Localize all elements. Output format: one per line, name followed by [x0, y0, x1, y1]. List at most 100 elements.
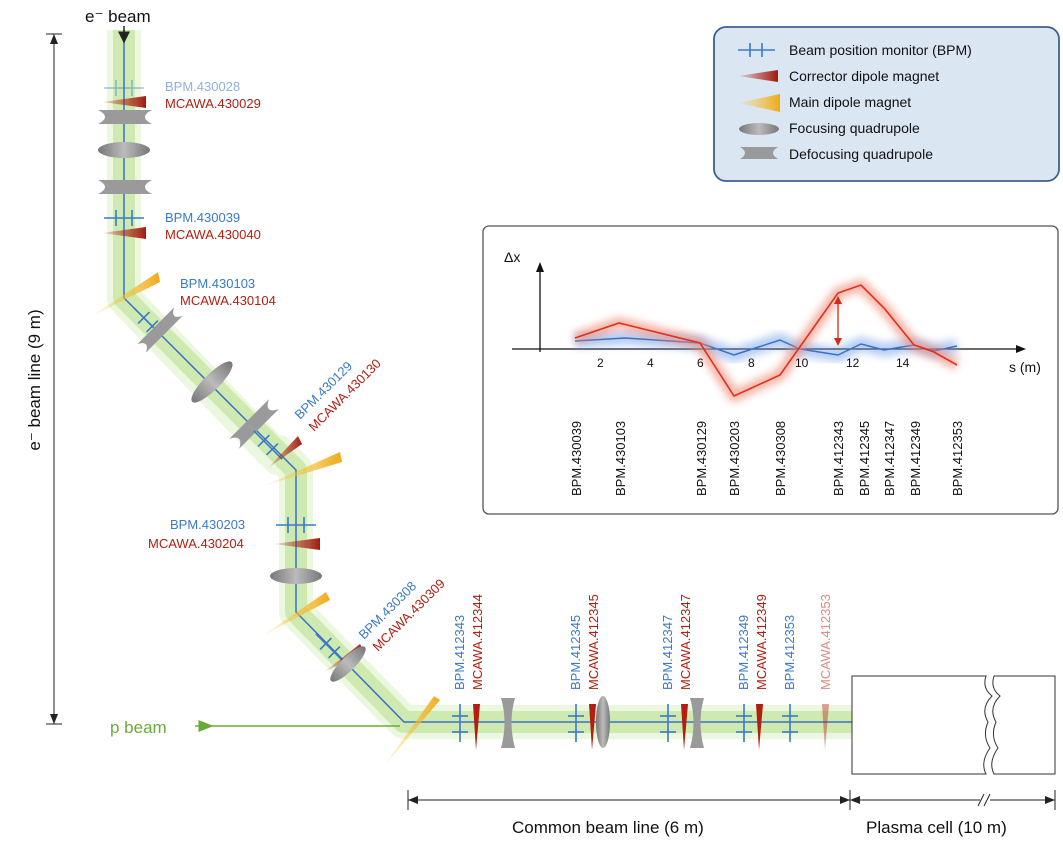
- bpm-marker: [452, 704, 468, 742]
- focusing-quad: [330, 646, 366, 682]
- corrector-magnet: [102, 96, 146, 108]
- corrector-icon: [738, 70, 778, 82]
- focusing-quad-icon: [739, 123, 779, 135]
- bpm-marker: [276, 517, 316, 533]
- inset-bpm-label: BPM.412347: [882, 421, 897, 496]
- inset-bpm-label: BPM.430103: [613, 421, 628, 496]
- corrector-magnet: [102, 227, 146, 239]
- mcawa-430204-label: MCAWA.430204: [148, 536, 244, 551]
- inset-bpm-label: BPM.412353: [950, 421, 965, 496]
- electron-beam: e⁻ beam: [85, 7, 151, 44]
- main-dipole-magnet: [384, 696, 440, 766]
- main-dipole-magnet: [264, 452, 342, 486]
- tick-12: 12: [846, 356, 860, 370]
- tick-8: 8: [748, 356, 755, 370]
- plasma-cell-label: Plasma cell (10 m): [866, 818, 1007, 837]
- bpm-marker: [104, 80, 144, 96]
- corrector-magnet: [756, 704, 763, 750]
- e-beam-line-dimension: e⁻ beam line (9 m): [25, 33, 62, 725]
- bpm-marker: [315, 633, 345, 663]
- bpm-430039-label: BPM.430039: [165, 210, 240, 225]
- tick-10: 10: [795, 356, 809, 370]
- corrector-magnet: [268, 436, 302, 468]
- corrector-magnet: [274, 538, 320, 550]
- defocusing-quad: [229, 399, 279, 449]
- vertical-section: BPM.430028 MCAWA.430029 BPM.430039 MCAWA…: [98, 79, 261, 242]
- mcawa-430040-label: MCAWA.430040: [165, 227, 261, 242]
- focusing-quad: [98, 142, 150, 158]
- inset-bpm-label: BPM.430308: [773, 421, 788, 496]
- inset-bpm-label: BPM.430039: [569, 421, 584, 496]
- legend-defocusing-label: Defocusing quadrupole: [789, 146, 933, 162]
- common-beam-line: BPM.412343 MCAWA.412344 BPM.412345 MCAWA…: [452, 594, 833, 750]
- mcawa-412345-label: MCAWA.412345: [586, 594, 601, 690]
- inset-plot: Δx s (m) 2 4 6 8 10 12 14 BPM.430039 BPM…: [482, 225, 1059, 515]
- focusing-quad: [270, 568, 322, 584]
- mcawa-412353-label: MCAWA.412353: [818, 594, 833, 690]
- bpm-412349-label: BPM.412349: [736, 615, 751, 690]
- inset-bpm-label: BPM.430129: [694, 421, 709, 496]
- mcawa-412349-label: MCAWA.412349: [754, 594, 769, 690]
- bpm-marker: [568, 704, 584, 742]
- bpm-412353-label: BPM.412353: [782, 615, 797, 690]
- inset-bpm-label: BPM.412343: [831, 421, 846, 496]
- defocusing-quad: [137, 307, 183, 353]
- corrector-magnet: [681, 704, 688, 750]
- bpm-412343-label: BPM.412343: [452, 615, 467, 690]
- red-trace: [574, 284, 958, 398]
- inset-bpm-label: BPM.412349: [908, 421, 923, 496]
- bottom-dimensions: Common beam line (6 m) Plasma cell (10 m…: [407, 790, 1056, 837]
- proton-beam: p beam: [110, 718, 400, 737]
- tick-6: 6: [697, 356, 704, 370]
- tick-2: 2: [597, 356, 604, 370]
- inset-ticks: 2 4 6 8 10 12 14: [597, 356, 910, 370]
- defocusing-quad: [98, 110, 152, 124]
- main-dipole-icon: [738, 94, 780, 112]
- bpm-430028-label: BPM.430028: [165, 79, 240, 94]
- proton-beam-label: p beam: [110, 718, 167, 737]
- bpm-marker: [104, 210, 144, 226]
- mcawa-412347-label: MCAWA.412347: [678, 594, 693, 690]
- legend-main-dipole-label: Main dipole magnet: [789, 94, 911, 110]
- main-dipole-magnet: [92, 272, 160, 316]
- bpm-430203-label: BPM.430203: [170, 517, 245, 532]
- inset-bpm-label: BPM.412345: [857, 421, 872, 496]
- defocusing-quad: [501, 698, 515, 748]
- mcawa-412344-label: MCAWA.412344: [470, 594, 485, 690]
- vertical-section-2: BPM.430203 MCAWA.430204: [148, 517, 322, 584]
- bpm-412347-label: BPM.412347: [660, 615, 675, 690]
- legend-corrector-label: Corrector dipole magnet: [789, 68, 939, 84]
- electron-beam-label: e⁻ beam: [85, 7, 151, 26]
- inset-bpm-label: BPM.430203: [727, 421, 742, 496]
- legend-focusing-label: Focusing quadrupole: [789, 120, 920, 136]
- defocusing-quad: [98, 180, 152, 194]
- bpm-icon: [738, 43, 775, 57]
- mcawa-430104-label: MCAWA.430104: [180, 293, 276, 308]
- main-dipole-magnet: [262, 592, 330, 636]
- defocusing-quad-icon: [740, 147, 778, 159]
- bpm-marker: [782, 704, 798, 742]
- legend-bpm-label: Beam position monitor (BPM): [789, 42, 972, 58]
- plasma-cell: [851, 675, 1056, 775]
- inset-bpm-labels: BPM.430039 BPM.430103 BPM.430129 BPM.430…: [569, 421, 965, 496]
- tick-14: 14: [896, 356, 910, 370]
- tick-4: 4: [647, 356, 654, 370]
- common-beam-line-label: Common beam line (6 m): [512, 818, 704, 837]
- corrector-magnet: [822, 704, 829, 750]
- focusing-quad: [191, 361, 233, 403]
- defocusing-quad: [690, 698, 704, 748]
- mcawa-430029-label: MCAWA.430029: [165, 96, 261, 111]
- inset-xlabel: s (m): [1009, 359, 1041, 375]
- corrector-magnet: [473, 704, 480, 750]
- bpm-412345-label: BPM.412345: [568, 615, 583, 690]
- legend: Beam position monitor (BPM) Corrector di…: [713, 26, 1060, 182]
- e-beam-line-label: e⁻ beam line (9 m): [25, 309, 44, 450]
- corrector-magnet: [589, 704, 596, 750]
- bpm-marker: [660, 704, 676, 742]
- bpm-430103-label: BPM.430103: [180, 276, 255, 291]
- focusing-quad: [596, 696, 610, 748]
- bpm-marker: [736, 704, 752, 742]
- bpm-marker: [253, 430, 283, 460]
- inset-ylabel: Δx: [504, 249, 520, 265]
